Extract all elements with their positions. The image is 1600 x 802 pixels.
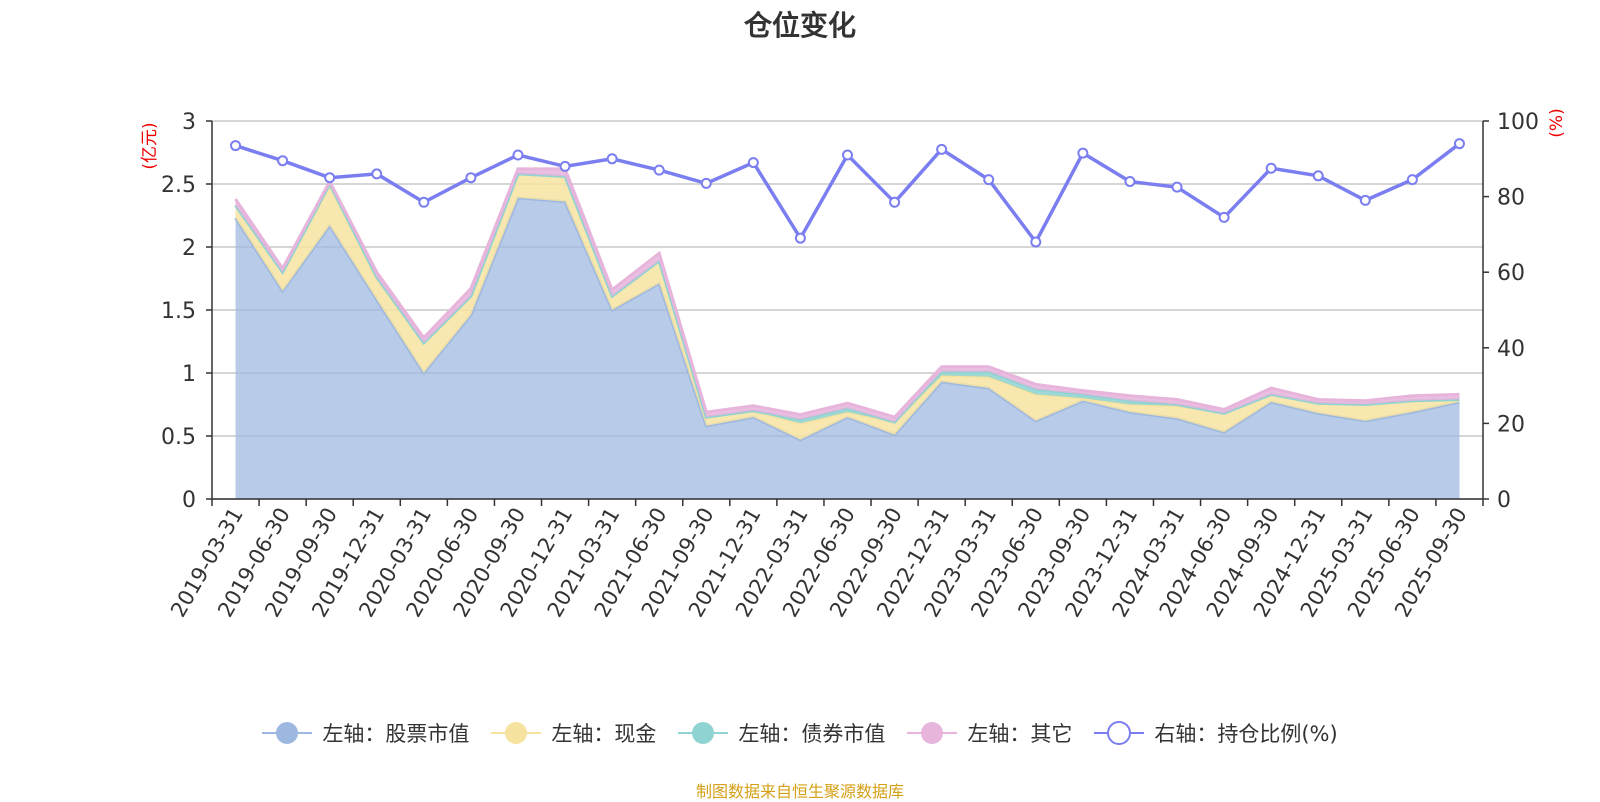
holding-ratio-point (1359, 194, 1371, 206)
holding-ratio-point (747, 157, 759, 169)
y-left-tick-label: 0 (182, 488, 196, 513)
legend-item[interactable]: 左轴：现金 (491, 718, 656, 748)
legend-label: 左轴：现金 (551, 722, 657, 746)
legend-marker-icon (678, 722, 729, 744)
holding-ratio-point (889, 196, 901, 208)
legend-label: 左轴：其它 (967, 722, 1073, 746)
legend-label: 左轴：股票市值 (322, 722, 470, 746)
chart-title: 仓位变化 (743, 9, 856, 42)
y-right-tick-label: 40 (1497, 337, 1525, 362)
y-right-tick-label: 60 (1497, 261, 1525, 286)
holding-ratio-point (1406, 174, 1418, 186)
holding-ratio-point (465, 172, 477, 184)
holding-ratio-point (936, 143, 948, 155)
legend-label: 左轴：债券市值 (738, 722, 886, 746)
holding-ratio-point (1312, 170, 1324, 182)
legend-item[interactable]: 右轴：持仓比例(%) (1094, 718, 1338, 748)
y-left-tick-label: 3 (182, 110, 196, 135)
holding-ratio-point (277, 155, 289, 167)
holding-ratio-point (1218, 211, 1230, 223)
holding-ratio-point (230, 140, 242, 152)
holding-ratio-point (418, 196, 430, 208)
holding-ratio-point (606, 153, 618, 165)
holding-ratio-point (1077, 147, 1089, 159)
y-left-tick-label: 1.5 (161, 299, 196, 324)
legend-marker-icon (907, 722, 958, 744)
y-left-tick-label: 0.5 (161, 425, 196, 450)
holding-ratio-point (1453, 138, 1465, 150)
y-left-axis-label: (亿元) (140, 122, 160, 169)
legend: 左轴：股票市值 左轴：现金 左轴：债券市值 左轴：其它 右轴：持仓比例(%) (0, 718, 1600, 748)
holding-ratio-point (1124, 175, 1136, 187)
y-left-tick-label: 2 (182, 236, 196, 261)
area-line-左轴：其它 (234, 167, 1460, 419)
holding-ratio-point (324, 172, 336, 184)
holding-ratio-point (842, 149, 853, 161)
holding-ratio-point (1171, 181, 1183, 193)
holding-ratio-point (983, 174, 995, 186)
y-right-tick-label: 100 (1497, 110, 1539, 135)
holding-ratio-point (700, 177, 712, 189)
y-right-axis-label: (%) (1547, 108, 1567, 137)
area-左轴：现金 (235, 173, 1460, 440)
legend-item[interactable]: 左轴：股票市值 (262, 718, 469, 748)
legend-marker-icon (491, 722, 542, 744)
holding-ratio-point (512, 149, 524, 161)
legend-item[interactable]: 左轴：债券市值 (678, 718, 885, 748)
legend-marker-icon (262, 722, 313, 744)
y-left-tick-label: 1 (182, 362, 196, 387)
legend-label: 右轴：持仓比例(%) (1154, 722, 1338, 746)
legend-marker-icon (1094, 721, 1145, 745)
legend-item[interactable]: 左轴：其它 (907, 718, 1072, 748)
y-right-tick-label: 0 (1497, 488, 1511, 513)
holding-ratio-point (559, 160, 571, 172)
holding-ratio-point (1265, 162, 1277, 174)
data-source-note: 制图数据来自恒生聚源数据库 (695, 782, 904, 801)
holding-ratio-point (371, 168, 383, 180)
holding-ratio-point (794, 232, 806, 244)
holding-ratio-point (1030, 236, 1042, 248)
y-right-tick-label: 80 (1497, 186, 1525, 211)
area-左轴：股票市值 (235, 197, 1460, 499)
y-left-tick-label: 2.5 (161, 173, 196, 198)
holding-ratio-point (653, 164, 665, 176)
y-right-tick-label: 20 (1497, 412, 1525, 437)
